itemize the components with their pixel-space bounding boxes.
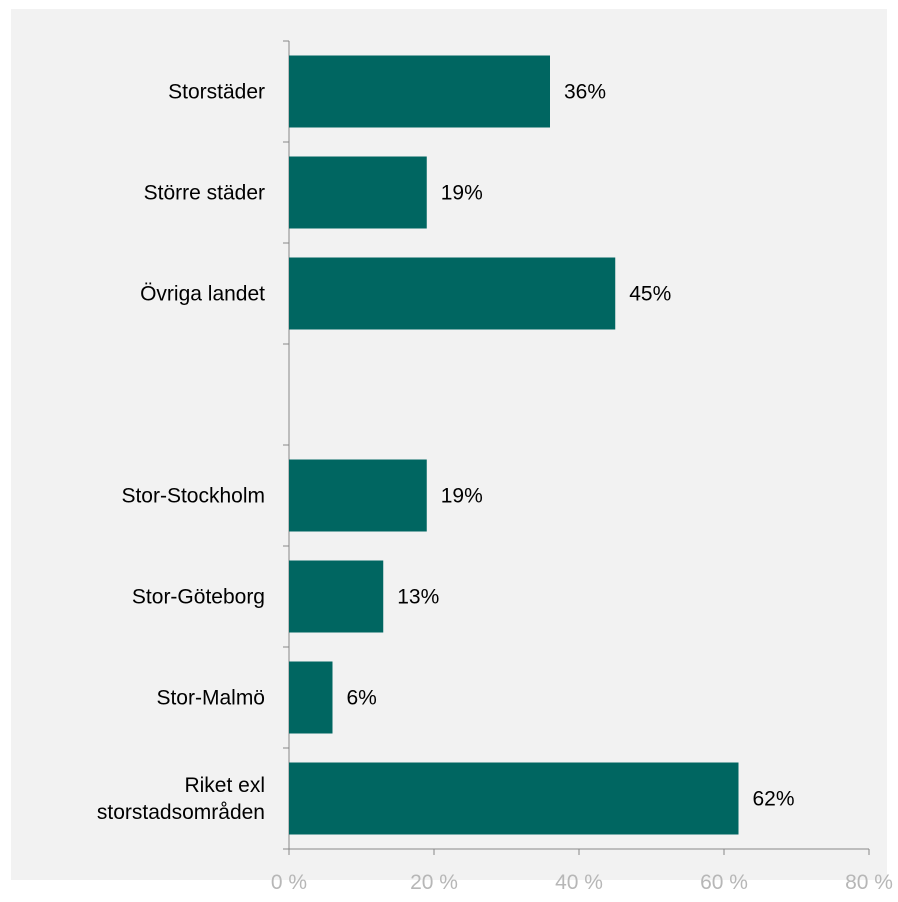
bar	[289, 661, 333, 734]
bar	[289, 257, 616, 330]
bar	[289, 560, 384, 633]
category-label: Stor-Stockholm	[121, 485, 265, 508]
x-tick-label: 60 %	[700, 871, 748, 894]
data-label: 36%	[564, 81, 606, 104]
data-label: 19%	[441, 182, 483, 205]
bar	[289, 762, 739, 835]
bar	[289, 459, 427, 532]
x-tick-label: 0 %	[271, 871, 307, 894]
category-label: Stor-Göteborg	[132, 586, 265, 609]
data-label: 62%	[753, 788, 795, 811]
category-label-line: Större städer	[144, 182, 265, 205]
category-label-line: Stor-Stockholm	[121, 485, 265, 508]
bar	[289, 55, 550, 128]
x-tick-label: 20 %	[410, 871, 458, 894]
data-label: 19%	[441, 485, 483, 508]
bar	[289, 156, 427, 229]
category-label: Större städer	[144, 182, 265, 205]
data-label: 45%	[629, 283, 671, 306]
x-tick-label: 40 %	[555, 871, 603, 894]
category-label-line: Övriga landet	[140, 283, 265, 306]
category-label: Riket exl storstadsområden	[97, 774, 265, 824]
category-label: Stor-Malmö	[156, 687, 265, 710]
category-label: Övriga landet	[140, 283, 265, 306]
category-label: Storstäder	[168, 81, 265, 104]
chart-panel	[11, 9, 887, 880]
category-label-line: Storstäder	[168, 81, 265, 104]
category-label-line: storstadsområden	[97, 801, 265, 824]
x-tick-label: 80 %	[845, 871, 893, 894]
data-label: 13%	[397, 586, 439, 609]
category-label-line: Stor-Göteborg	[132, 586, 265, 609]
category-label-line: Stor-Malmö	[156, 687, 265, 710]
data-label: 6%	[347, 687, 377, 710]
category-label-line: Riket exl	[184, 774, 265, 797]
